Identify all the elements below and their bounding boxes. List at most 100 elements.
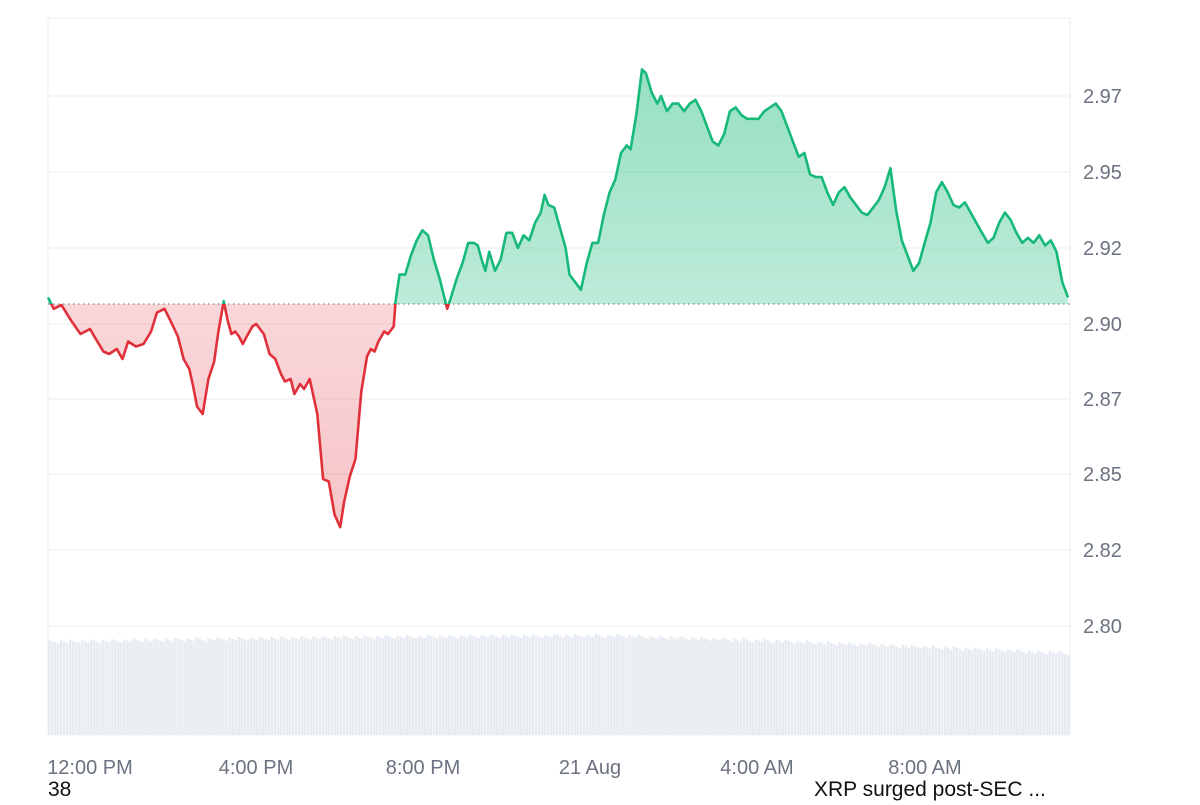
volume-bar (150, 641, 153, 735)
volume-bar (225, 640, 228, 735)
volume-bar (366, 636, 370, 735)
volume-bar (556, 635, 559, 735)
volume-bar (306, 638, 310, 735)
volume-bar (955, 647, 959, 735)
volume-bar (504, 636, 508, 735)
volume-bar (1006, 649, 1010, 735)
volume-bar (676, 639, 679, 735)
volume-bar (883, 645, 887, 735)
y-tick-label: 2.82 (1083, 540, 1122, 562)
volume-bar (727, 640, 730, 735)
volume-bar (628, 635, 631, 735)
volume-bar (453, 637, 457, 735)
volume-bar (964, 647, 968, 735)
volume-bar (799, 642, 803, 735)
volume-bar (354, 636, 358, 735)
volume-bar (465, 637, 469, 735)
volume-bar (507, 637, 511, 735)
volume-bar (1052, 652, 1055, 735)
volume-bar (216, 637, 219, 735)
volume-bar (327, 638, 331, 735)
volume-bar (1018, 650, 1022, 735)
volume-bar (853, 644, 857, 735)
volume-bar (438, 635, 442, 735)
y-tick-label: 2.87 (1083, 389, 1122, 411)
volume-bar (81, 640, 84, 735)
volume-bar (583, 637, 586, 735)
volume-bar (769, 641, 772, 735)
volume-bar (237, 637, 240, 735)
volume-bar (90, 639, 93, 735)
volume-bar (571, 637, 574, 735)
volume-bar (550, 637, 553, 735)
volume-bar (706, 639, 709, 735)
volume-bar (820, 642, 824, 735)
volume-bar (252, 638, 255, 735)
volume-bar (847, 642, 851, 735)
volume-bar (766, 640, 769, 735)
y-tick-label: 2.80 (1083, 616, 1122, 638)
volume-bar (604, 637, 607, 735)
volume-bars (48, 634, 1070, 735)
volume-bar (528, 637, 532, 735)
volume-bar (871, 644, 875, 735)
volume-bar (721, 637, 724, 735)
y-tick-label: 2.90 (1083, 314, 1122, 336)
volume-bar (622, 636, 625, 735)
x-tick-label: 12:00 PM (47, 757, 133, 779)
volume-bar (264, 639, 267, 735)
volume-bar (796, 640, 800, 735)
volume-bar (459, 635, 463, 735)
volume-bar (805, 640, 809, 735)
volume-bar (1024, 653, 1028, 735)
volume-bar (844, 645, 848, 735)
volume-bar (168, 639, 171, 735)
volume-bar (60, 640, 63, 735)
volume-bar (219, 638, 222, 735)
volume-bar (691, 637, 694, 735)
volume-bar (946, 648, 950, 735)
volume-bar (568, 635, 571, 735)
volume-bar (1046, 654, 1049, 735)
volume-bar (525, 636, 529, 735)
volume-bar (739, 641, 742, 735)
volume-bar (201, 639, 204, 735)
volume-bar (1058, 651, 1061, 735)
volume-bar (309, 639, 313, 735)
volume-bar (204, 641, 207, 735)
y-tick-label: 2.92 (1083, 238, 1122, 260)
volume-bar (826, 641, 830, 735)
volume-bar (625, 638, 628, 735)
volume-bar (408, 636, 412, 735)
volume-bar (925, 647, 929, 735)
volume-bar (111, 639, 114, 735)
volume-bar (886, 646, 890, 735)
price-area (48, 69, 1068, 528)
volume-bar (153, 638, 156, 735)
volume-bar (679, 636, 682, 735)
volume-bar (931, 645, 935, 735)
volume-bar (790, 642, 794, 735)
volume-bar (928, 648, 932, 735)
volume-bar (652, 637, 655, 735)
volume-bar (54, 642, 57, 735)
volume-bar (646, 638, 649, 735)
y-tick-label: 2.85 (1083, 464, 1122, 486)
x-tick-label: 4:00 AM (720, 757, 793, 779)
volume-bar (868, 643, 872, 735)
volume-bar (468, 634, 472, 735)
volume-bar (565, 634, 568, 735)
volume-bar (736, 639, 739, 735)
x-tick-label: 8:00 PM (386, 757, 460, 779)
volume-bar (267, 640, 270, 735)
volume-bar (270, 637, 273, 735)
volume-bar (273, 638, 276, 735)
footer-headline-link[interactable]: XRP surged post-SEC ... (814, 778, 1046, 801)
volume-bar (694, 638, 697, 735)
volume-bar (580, 636, 583, 735)
volume-bar (357, 637, 361, 735)
volume-bar (901, 644, 905, 735)
volume-bar (634, 637, 637, 735)
volume-bar (712, 637, 715, 735)
volume-bar (922, 645, 926, 735)
